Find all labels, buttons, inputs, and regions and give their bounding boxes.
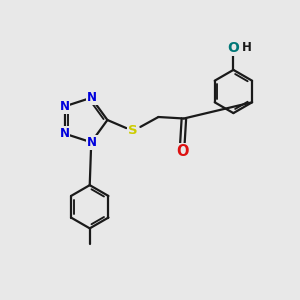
Text: N: N [87, 91, 97, 104]
Text: N: N [59, 100, 70, 113]
Text: O: O [176, 144, 189, 159]
Text: N: N [87, 136, 97, 149]
Text: S: S [128, 124, 138, 137]
Text: O: O [227, 41, 239, 55]
Text: N: N [59, 127, 70, 140]
Text: H: H [242, 41, 252, 54]
